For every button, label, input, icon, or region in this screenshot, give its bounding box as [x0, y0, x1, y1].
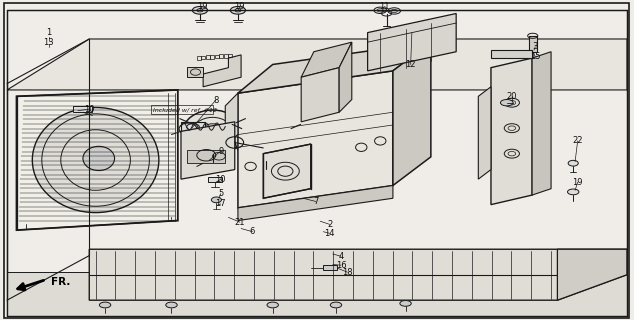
Ellipse shape	[182, 110, 243, 156]
Ellipse shape	[235, 116, 298, 163]
Bar	[228, 54, 232, 58]
Bar	[74, 106, 93, 112]
Ellipse shape	[166, 302, 177, 308]
Polygon shape	[339, 42, 352, 112]
Bar	[206, 55, 210, 59]
Polygon shape	[7, 249, 627, 316]
Text: 10: 10	[84, 105, 94, 114]
Polygon shape	[263, 144, 311, 198]
Bar	[202, 56, 205, 60]
Text: Included w/ ref. #12: Included w/ ref. #12	[153, 107, 217, 112]
Ellipse shape	[568, 160, 578, 166]
Text: 1: 1	[46, 28, 51, 37]
Text: 7: 7	[313, 197, 318, 206]
Text: 5: 5	[218, 189, 223, 198]
Text: 3: 3	[533, 43, 538, 52]
Bar	[187, 150, 225, 163]
Ellipse shape	[330, 302, 342, 308]
Polygon shape	[301, 42, 352, 77]
Bar	[208, 177, 222, 182]
Ellipse shape	[400, 300, 411, 306]
Bar	[224, 54, 228, 58]
Bar	[210, 55, 214, 59]
Bar	[181, 123, 205, 132]
Bar	[197, 56, 200, 60]
Text: 16: 16	[336, 261, 346, 270]
Polygon shape	[301, 68, 339, 122]
Text: 20: 20	[507, 92, 517, 101]
Text: 4: 4	[339, 252, 344, 261]
Polygon shape	[238, 42, 431, 93]
Text: 2: 2	[327, 220, 332, 229]
Bar	[151, 105, 212, 114]
Ellipse shape	[290, 123, 351, 169]
Text: 17: 17	[216, 199, 226, 209]
Bar	[187, 67, 203, 77]
Text: 12: 12	[405, 60, 416, 69]
Text: FR.: FR.	[51, 277, 70, 287]
Polygon shape	[181, 122, 235, 179]
Polygon shape	[393, 42, 431, 186]
Text: 14: 14	[325, 229, 335, 238]
Text: 19: 19	[235, 2, 245, 11]
Text: 19: 19	[197, 2, 207, 11]
Polygon shape	[368, 13, 456, 71]
Ellipse shape	[211, 197, 221, 203]
Bar	[203, 155, 225, 163]
Bar	[219, 54, 223, 58]
Ellipse shape	[374, 7, 387, 13]
Ellipse shape	[388, 8, 401, 14]
Text: 19: 19	[573, 178, 583, 187]
Polygon shape	[225, 93, 238, 144]
Polygon shape	[89, 249, 627, 300]
Text: 6: 6	[250, 227, 255, 236]
Ellipse shape	[100, 302, 111, 308]
Ellipse shape	[230, 6, 245, 14]
Ellipse shape	[32, 108, 159, 212]
Ellipse shape	[267, 302, 278, 308]
Polygon shape	[203, 55, 241, 87]
Ellipse shape	[192, 6, 207, 14]
Text: 22: 22	[573, 136, 583, 145]
Polygon shape	[16, 90, 178, 230]
Bar	[323, 266, 337, 270]
Ellipse shape	[567, 189, 579, 195]
Polygon shape	[557, 249, 627, 300]
Ellipse shape	[500, 100, 513, 106]
Text: 13: 13	[44, 38, 54, 47]
Polygon shape	[7, 10, 627, 316]
Polygon shape	[478, 87, 491, 179]
Bar	[529, 36, 536, 52]
Polygon shape	[238, 71, 393, 208]
Text: 11: 11	[378, 2, 389, 11]
Polygon shape	[7, 39, 627, 90]
Polygon shape	[532, 52, 551, 195]
Polygon shape	[491, 58, 532, 204]
Text: 21: 21	[235, 218, 245, 227]
Bar	[215, 55, 219, 59]
Text: 18: 18	[342, 268, 353, 277]
Ellipse shape	[83, 146, 115, 171]
Text: 9: 9	[218, 147, 223, 156]
Polygon shape	[238, 186, 393, 220]
Bar	[491, 50, 532, 58]
Text: 10: 10	[216, 175, 226, 184]
Text: 8: 8	[213, 96, 219, 105]
Text: 15: 15	[530, 52, 541, 61]
